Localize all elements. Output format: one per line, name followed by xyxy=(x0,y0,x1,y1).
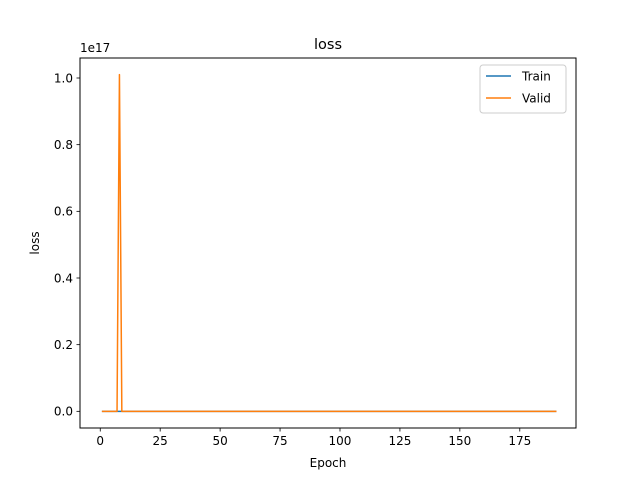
y-tick-label: 0.8 xyxy=(54,138,73,152)
y-tick-label: 0.0 xyxy=(54,405,73,419)
x-tick-label: 150 xyxy=(448,434,471,448)
legend-label-valid: Valid xyxy=(522,92,551,106)
legend-box xyxy=(479,64,567,114)
x-tick-label: 175 xyxy=(508,434,531,448)
x-tick-label: 75 xyxy=(272,434,287,448)
x-tick-label: 50 xyxy=(212,434,227,448)
x-axis-ticks: 0 25 50 75 100 125 150 175 xyxy=(96,428,531,448)
y-tick-label: 1.0 xyxy=(54,71,73,85)
legend: Train Valid xyxy=(479,64,567,114)
y-tick-label: 0.4 xyxy=(54,271,73,285)
x-tick-label: 25 xyxy=(153,434,168,448)
y-axis-label: loss xyxy=(28,231,42,254)
x-tick-label: 0 xyxy=(96,434,104,448)
x-tick-label: 100 xyxy=(329,434,352,448)
chart-title: loss xyxy=(314,37,342,53)
offset-text: 1e17 xyxy=(80,41,110,55)
x-axis-label: Epoch xyxy=(310,456,347,470)
y-tick-label: 0.6 xyxy=(54,205,73,219)
legend-label-train: Train xyxy=(521,70,551,84)
plot-frame xyxy=(79,57,577,429)
y-axis-ticks: 0.0 0.2 0.4 0.6 0.8 1.0 xyxy=(54,71,80,419)
series-line-valid xyxy=(101,73,557,413)
series-lines xyxy=(101,73,557,413)
x-tick-label: 125 xyxy=(388,434,411,448)
y-tick-label: 0.2 xyxy=(54,338,73,352)
